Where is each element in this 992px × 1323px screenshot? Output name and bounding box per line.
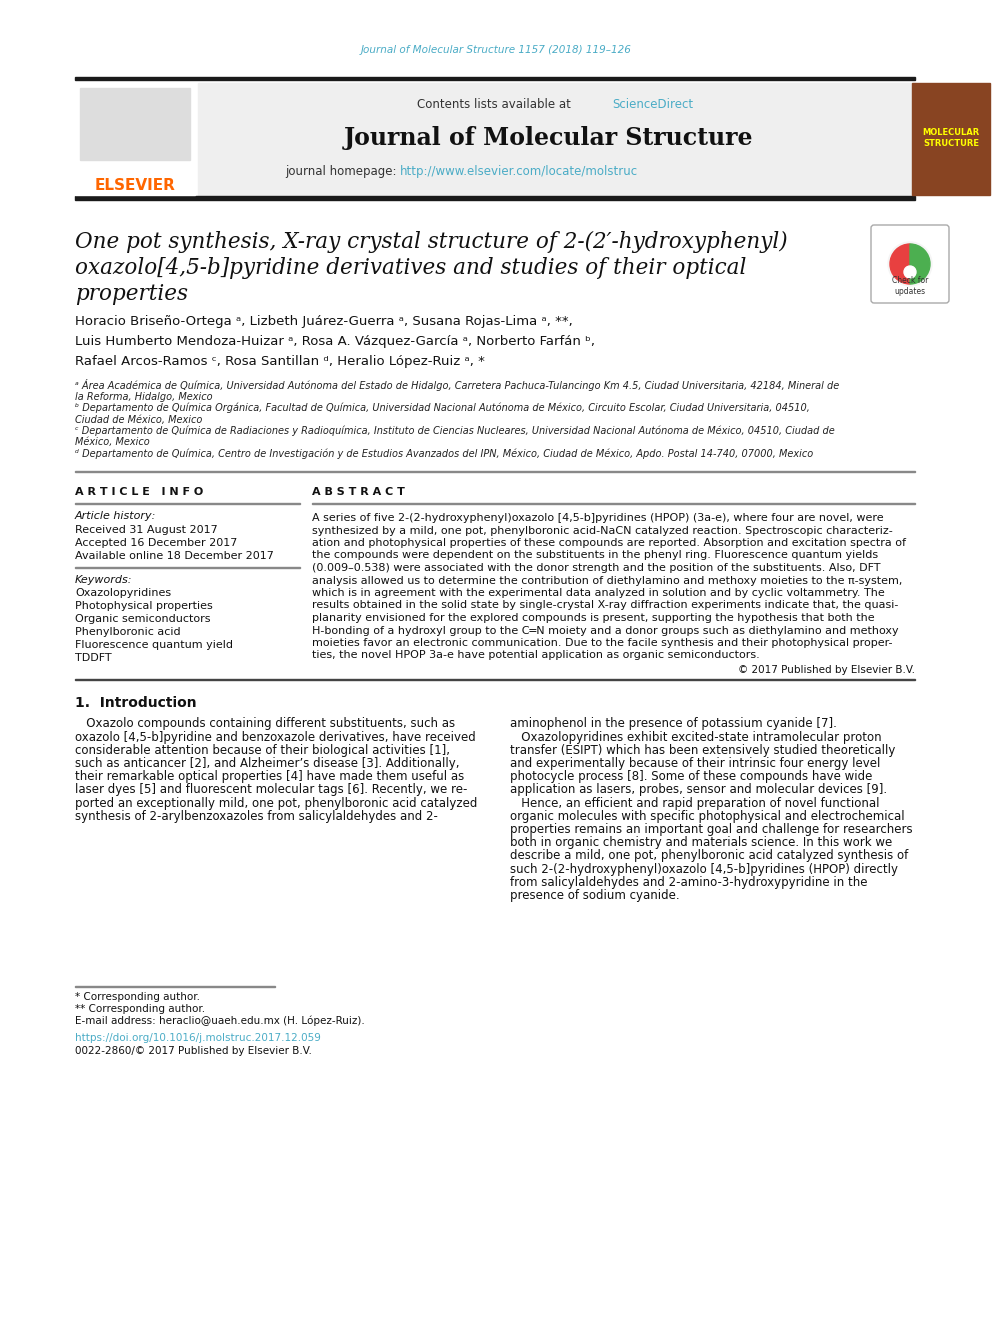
Text: ᶜ Departamento de Química de Radiaciones y Radioquímica, Instituto de Ciencias N: ᶜ Departamento de Química de Radiaciones… [75,426,834,437]
Bar [80,89,190,160]
Wedge shape [910,243,930,284]
Bar [75,196,915,200]
Text: and experimentally because of their intrinsic four energy level: and experimentally because of their intr… [510,757,880,770]
Text: Phenylboronic acid: Phenylboronic acid [75,627,181,636]
Text: Keywords:: Keywords: [75,576,133,585]
Text: both in organic chemistry and materials science. In this work we: both in organic chemistry and materials … [510,836,892,849]
Text: ᵈ Departamento de Química, Centro de Investigación y de Estudios Avanzados del I: ᵈ Departamento de Química, Centro de Inv… [75,448,813,459]
Text: aminophenol in the presence of potassium cyanide [7].: aminophenol in the presence of potassium… [510,717,837,730]
Bar [912,83,990,194]
Text: México, Mexico: México, Mexico [75,438,150,447]
Text: oxazolo [4,5-b]pyridine and benzoxazole derivatives, have received: oxazolo [4,5-b]pyridine and benzoxazole … [75,730,476,744]
Text: MOLECULAR
STRUCTURE: MOLECULAR STRUCTURE [923,128,980,148]
Text: http://www.elsevier.com/locate/molstruc: http://www.elsevier.com/locate/molstruc [400,165,638,179]
Text: their remarkable optical properties [4] have made them useful as: their remarkable optical properties [4] … [75,770,464,783]
Text: oxazolo[4,5-b]pyridine derivatives and studies of their optical: oxazolo[4,5-b]pyridine derivatives and s… [75,257,746,279]
Text: Oxazolo compounds containing different substituents, such as: Oxazolo compounds containing different s… [75,717,455,730]
Text: which is in agreement with the experimental data analyzed in solution and by cyc: which is in agreement with the experimen… [312,587,885,598]
Text: photocycle process [8]. Some of these compounds have wide: photocycle process [8]. Some of these co… [510,770,872,783]
Text: organic molecules with specific photophysical and electrochemical: organic molecules with specific photophy… [510,810,905,823]
Text: Ciudad de México, Mexico: Ciudad de México, Mexico [75,414,202,425]
Text: ported an exceptionally mild, one pot, phenylboronic acid catalyzed: ported an exceptionally mild, one pot, p… [75,796,477,810]
Text: Oxazolopyridines: Oxazolopyridines [75,587,172,598]
Text: synthesis of 2-arylbenzoxazoles from salicylaldehydes and 2-: synthesis of 2-arylbenzoxazoles from sal… [75,810,437,823]
Text: 1.  Introduction: 1. Introduction [75,696,196,710]
Text: Journal of Molecular Structure: Journal of Molecular Structure [343,126,753,149]
Circle shape [904,266,916,278]
Text: synthesized by a mild, one pot, phenylboronic acid-NaCN catalyzed reaction. Spec: synthesized by a mild, one pot, phenylbo… [312,525,893,536]
Text: ation and photophysical properties of these compounds are reported. Absorption a: ation and photophysical properties of th… [312,538,906,548]
Text: ᵃ Área Académica de Química, Universidad Autónoma del Estado de Hidalgo, Carrete: ᵃ Área Académica de Química, Universidad… [75,378,839,392]
Text: application as lasers, probes, sensor and molecular devices [9].: application as lasers, probes, sensor an… [510,783,887,796]
Text: journal homepage:: journal homepage: [285,165,400,179]
Text: * Corresponding author.: * Corresponding author. [75,992,200,1002]
Text: 0022-2860/© 2017 Published by Elsevier B.V.: 0022-2860/© 2017 Published by Elsevier B… [75,1046,311,1056]
Text: A series of five 2-(2-hydroxyphenyl)oxazolo [4,5-b]pyridines (HPOP) (3a-e), wher: A series of five 2-(2-hydroxyphenyl)oxaz… [312,513,884,523]
Text: Check for
updates: Check for updates [892,277,929,296]
FancyBboxPatch shape [871,225,949,303]
Text: Luis Humberto Mendoza-Huizar ᵃ, Rosa A. Vázquez-García ᵃ, Norberto Farfán ᵇ,: Luis Humberto Mendoza-Huizar ᵃ, Rosa A. … [75,336,595,348]
Text: Horacio Briseño-Ortega ᵃ, Lizbeth Juárez-Guerra ᵃ, Susana Rojas-Lima ᵃ, **,: Horacio Briseño-Ortega ᵃ, Lizbeth Juárez… [75,315,572,328]
Text: Accepted 16 December 2017: Accepted 16 December 2017 [75,538,237,548]
Text: Fluorescence quantum yield: Fluorescence quantum yield [75,640,233,650]
Text: properties remains an important goal and challenge for researchers: properties remains an important goal and… [510,823,913,836]
Text: Photophysical properties: Photophysical properties [75,601,212,611]
Text: analysis allowed us to determine the contribution of diethylamino and methoxy mo: analysis allowed us to determine the con… [312,576,903,586]
Text: Rafael Arcos-Ramos ᶜ, Rosa Santillan ᵈ, Heralio López-Ruiz ᵃ, *: Rafael Arcos-Ramos ᶜ, Rosa Santillan ᵈ, … [75,356,485,369]
Text: H-bonding of a hydroxyl group to the C═N moiety and a donor groups such as dieth: H-bonding of a hydroxyl group to the C═N… [312,626,899,635]
Text: ELSEVIER: ELSEVIER [95,177,176,193]
Wedge shape [890,243,910,284]
Text: ** Corresponding author.: ** Corresponding author. [75,1004,205,1013]
Text: properties: properties [75,283,188,306]
Text: Hence, an efficient and rapid preparation of novel functional: Hence, an efficient and rapid preparatio… [510,796,880,810]
Text: One pot synthesis, X-ray crystal structure of 2-(2′-hydroxyphenyl): One pot synthesis, X-ray crystal structu… [75,232,788,253]
Text: from salicylaldehydes and 2-amino-3-hydroxypyridine in the: from salicylaldehydes and 2-amino-3-hydr… [510,876,867,889]
Text: Contents lists available at: Contents lists available at [418,98,574,111]
Text: © 2017 Published by Elsevier B.V.: © 2017 Published by Elsevier B.V. [738,665,915,675]
Text: the compounds were dependent on the substituents in the phenyl ring. Fluorescenc: the compounds were dependent on the subs… [312,550,878,561]
Text: https://doi.org/10.1016/j.molstruc.2017.12.059: https://doi.org/10.1016/j.molstruc.2017.… [75,1033,320,1043]
Text: such 2-(2-hydroxyphenyl)oxazolo [4,5-b]pyridines (HPOP) directly: such 2-(2-hydroxyphenyl)oxazolo [4,5-b]p… [510,863,898,876]
Text: A B S T R A C T: A B S T R A C T [312,487,405,497]
Text: moieties favor an electronic communication. Due to the facile synthesis and thei: moieties favor an electronic communicati… [312,638,893,648]
Bar [198,83,916,194]
Text: ᵇ Departamento de Química Orgánica, Facultad de Química, Universidad Nacional Au: ᵇ Departamento de Química Orgánica, Facu… [75,402,809,413]
Text: TDDFT: TDDFT [75,654,112,663]
Text: Journal of Molecular Structure 1157 (2018) 119–126: Journal of Molecular Structure 1157 (201… [360,45,632,56]
Text: presence of sodium cyanide.: presence of sodium cyanide. [510,889,680,902]
Text: Received 31 August 2017: Received 31 August 2017 [75,525,218,534]
Text: describe a mild, one pot, phenylboronic acid catalyzed synthesis of: describe a mild, one pot, phenylboronic … [510,849,909,863]
Text: results obtained in the solid state by single-crystal X-ray diffraction experime: results obtained in the solid state by s… [312,601,899,610]
Text: la Reforma, Hidalgo, Mexico: la Reforma, Hidalgo, Mexico [75,392,212,401]
Bar [75,83,195,194]
Text: ScienceDirect: ScienceDirect [612,98,693,111]
Text: planarity envisioned for the explored compounds is present, supporting the hypot: planarity envisioned for the explored co… [312,613,875,623]
Text: Oxazolopyridines exhibit excited-state intramolecular proton: Oxazolopyridines exhibit excited-state i… [510,730,882,744]
Text: Organic semiconductors: Organic semiconductors [75,614,210,624]
Bar [75,679,915,680]
Text: considerable attention because of their biological activities [1],: considerable attention because of their … [75,744,450,757]
Text: A R T I C L E   I N F O: A R T I C L E I N F O [75,487,203,497]
Circle shape [888,242,932,286]
Bar [75,77,915,79]
Text: ties, the novel HPOP 3a-e have potential application as organic semiconductors.: ties, the novel HPOP 3a-e have potential… [312,651,760,660]
Text: such as anticancer [2], and Alzheimer’s disease [3]. Additionally,: such as anticancer [2], and Alzheimer’s … [75,757,459,770]
Text: laser dyes [5] and fluorescent molecular tags [6]. Recently, we re-: laser dyes [5] and fluorescent molecular… [75,783,467,796]
Text: (0.009–0.538) were associated with the donor strength and the position of the su: (0.009–0.538) were associated with the d… [312,564,881,573]
Text: Article history:: Article history: [75,511,157,521]
Text: E-mail address: heraclio@uaeh.edu.mx (H. López-Ruiz).: E-mail address: heraclio@uaeh.edu.mx (H.… [75,1016,365,1027]
Text: transfer (ESIPT) which has been extensively studied theoretically: transfer (ESIPT) which has been extensiv… [510,744,896,757]
Text: Available online 18 December 2017: Available online 18 December 2017 [75,550,274,561]
